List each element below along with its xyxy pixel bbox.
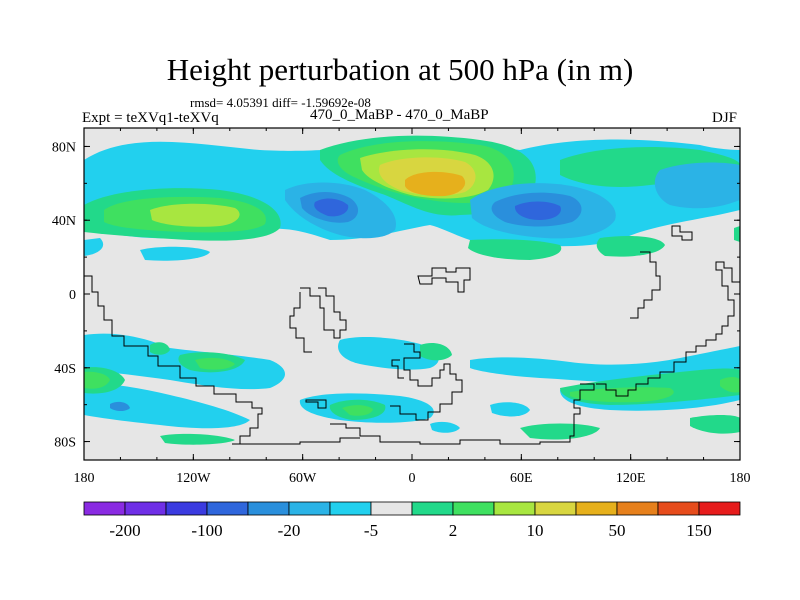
colorbar-swatch: [534, 501, 577, 516]
colorbar-label: 2: [449, 521, 458, 540]
contour-sh-east-green-2: [160, 433, 235, 445]
coast-asia-2: [630, 251, 661, 319]
contour-sh-cyan-spot: [400, 409, 430, 421]
axis-ticks: 180 120W 60W 0 60E 120E 180 80N 40N 0 40S 80S: [52, 128, 751, 486]
colorbar-label: 50: [609, 521, 626, 540]
coast-greenland: [300, 287, 347, 339]
colorbar-swatch: [288, 501, 331, 516]
contour-nh-east-cyan: [654, 162, 740, 209]
colorbar-swatch: [165, 501, 208, 516]
colorbar-swatch: [657, 501, 700, 516]
chart-title: Height perturbation at 500 hPa (in m): [166, 52, 634, 87]
colorbar-swatch: [124, 501, 167, 516]
x-tick-label: 0: [409, 471, 416, 486]
coast-greenland-2: [289, 292, 312, 353]
contour-nh-cyan-strip-1: [140, 246, 210, 261]
contour-sh-atlantic-lightgreen: [342, 405, 373, 416]
x-tick-label: 60W: [289, 471, 317, 486]
contour-nh-green-strip-2: [596, 236, 665, 257]
y-tick-label: 40N: [52, 214, 76, 229]
colorbar-swatch: [247, 501, 290, 516]
y-tick-label: 80S: [54, 436, 76, 451]
coast-africa-2: [391, 359, 404, 379]
contour-sh-east-green-4: [690, 415, 740, 434]
contour-sh-green-2: [150, 342, 170, 355]
contour-sh-mid-green: [420, 343, 452, 361]
land-outlines: [84, 225, 740, 445]
contour-sh-east-green-3: [520, 423, 600, 440]
y-tick-label: 80N: [52, 140, 76, 155]
x-tick-label: 120E: [616, 471, 646, 486]
coast-sa-tip: [305, 399, 327, 409]
y-tick-label: 40S: [54, 362, 76, 377]
coast-africa: [390, 343, 463, 421]
colorbar-label: -20: [278, 521, 301, 540]
colorbar-label: -5: [364, 521, 378, 540]
x-tick-label: 180: [74, 471, 95, 486]
season-label: DJF: [712, 110, 738, 126]
contour-nh-green-strip-1: [468, 239, 562, 260]
colorbar-swatch: [206, 501, 249, 516]
coast-asia: [596, 261, 740, 397]
coast-australia: [330, 383, 595, 445]
colorbar-swatch: [83, 501, 126, 516]
experiment-label: Expt = teXVq1-teXVq: [82, 110, 219, 126]
contour-sh-west-cyan-2: [84, 384, 250, 429]
colorbar-swatch: [493, 501, 536, 516]
rmsd-label: rmsd= 4.05391 diff= -1.59692e-08: [190, 95, 371, 110]
colorbar: -200 -100 -20 -5 2 10 50 150: [83, 501, 741, 540]
colorbar-swatch: [452, 501, 495, 516]
colorbar-swatch: [329, 501, 372, 516]
coast-north-america: [84, 275, 263, 445]
colorbar-label: 150: [686, 521, 712, 540]
contour-sh-east-lightgreen: [570, 387, 674, 403]
contour-sh-lightgreen-1: [195, 357, 235, 370]
contour-sh-cyan-spot-2: [490, 402, 530, 417]
contour-na-neg-blue3: [314, 198, 349, 217]
contour-fills: [84, 135, 740, 445]
colorbar-swatch: [616, 501, 659, 516]
colorbar-label: 10: [527, 521, 544, 540]
contour-sh-blue-spot-1: [110, 401, 130, 411]
colorbar-swatch: [575, 501, 618, 516]
contour-pacific-yellowgreen: [150, 203, 240, 227]
contour-sh-west-lightgreen: [84, 371, 110, 389]
contour-eurasia-neg-blue3: [514, 201, 561, 220]
contour-nh-max-orange: [405, 171, 466, 197]
colorbar-swatch: [370, 501, 413, 516]
y-tick-label: 0: [69, 288, 76, 303]
x-tick-label: 120W: [176, 471, 211, 486]
x-tick-label: 180: [730, 471, 751, 486]
colorbar-swatch: [411, 501, 454, 516]
contour-sh-cyan-spot-3: [430, 421, 460, 433]
coast-europe: [417, 267, 471, 293]
coast-antarctica: [232, 437, 360, 445]
case-label: 470_0_MaBP - 470_0_MaBP: [310, 107, 489, 123]
x-tick-label: 60E: [510, 471, 533, 486]
contour-nh-cyan-strip-2: [84, 238, 104, 256]
colorbar-label: -100: [191, 521, 222, 540]
contour-sh-east-lightgreen-2: [720, 377, 740, 393]
coast-east-asia: [671, 225, 693, 241]
colorbar-label: -200: [109, 521, 140, 540]
contour-nh-green-strip-3: [734, 226, 740, 242]
colorbar-swatch: [698, 501, 741, 516]
